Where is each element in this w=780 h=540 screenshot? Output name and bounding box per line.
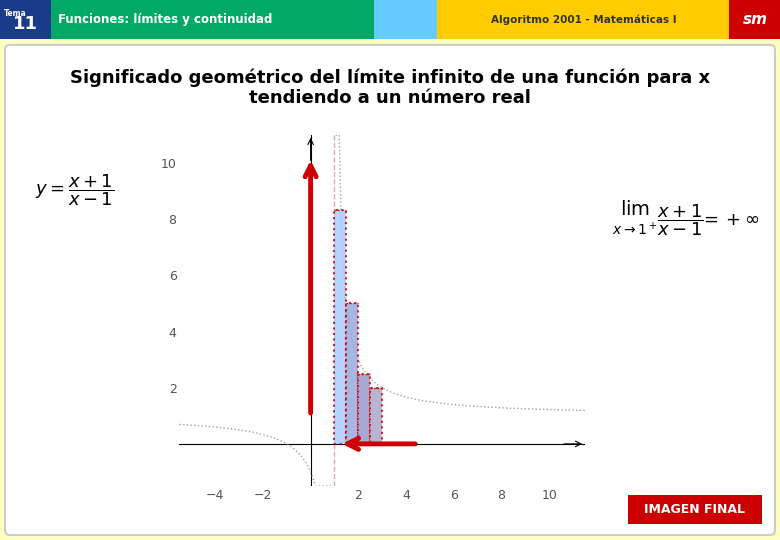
Bar xyxy=(346,303,358,444)
FancyBboxPatch shape xyxy=(729,0,780,39)
FancyBboxPatch shape xyxy=(0,0,51,39)
Text: $\dfrac{x + 1}{x - 1}$: $\dfrac{x + 1}{x - 1}$ xyxy=(657,202,704,238)
Text: sm: sm xyxy=(743,12,768,27)
FancyBboxPatch shape xyxy=(628,495,762,524)
Text: Tema: Tema xyxy=(4,9,27,18)
FancyBboxPatch shape xyxy=(437,0,729,39)
Text: IMAGEN FINAL: IMAGEN FINAL xyxy=(644,503,746,516)
Text: $\lim$: $\lim$ xyxy=(620,200,650,219)
FancyBboxPatch shape xyxy=(374,0,437,39)
FancyBboxPatch shape xyxy=(51,0,374,39)
Text: $x \rightarrow 1^+$: $x \rightarrow 1^+$ xyxy=(612,221,658,239)
Text: tendiendo a un número real: tendiendo a un número real xyxy=(249,89,531,107)
Text: Significado geométrico del límite infinito de una función para x: Significado geométrico del límite infini… xyxy=(70,69,710,87)
Text: Funciones: límites y continuidad: Funciones: límites y continuidad xyxy=(58,13,273,26)
FancyBboxPatch shape xyxy=(5,45,775,535)
Bar xyxy=(370,388,382,444)
Text: $= +\infty$: $= +\infty$ xyxy=(700,211,760,229)
Text: 11: 11 xyxy=(12,15,37,33)
Text: $y = \dfrac{x + 1}{x - 1}$: $y = \dfrac{x + 1}{x - 1}$ xyxy=(35,172,115,208)
Text: Algoritmo 2001 - Matemáticas I: Algoritmo 2001 - Matemáticas I xyxy=(491,14,676,25)
Bar xyxy=(358,374,370,444)
Bar xyxy=(335,210,346,444)
